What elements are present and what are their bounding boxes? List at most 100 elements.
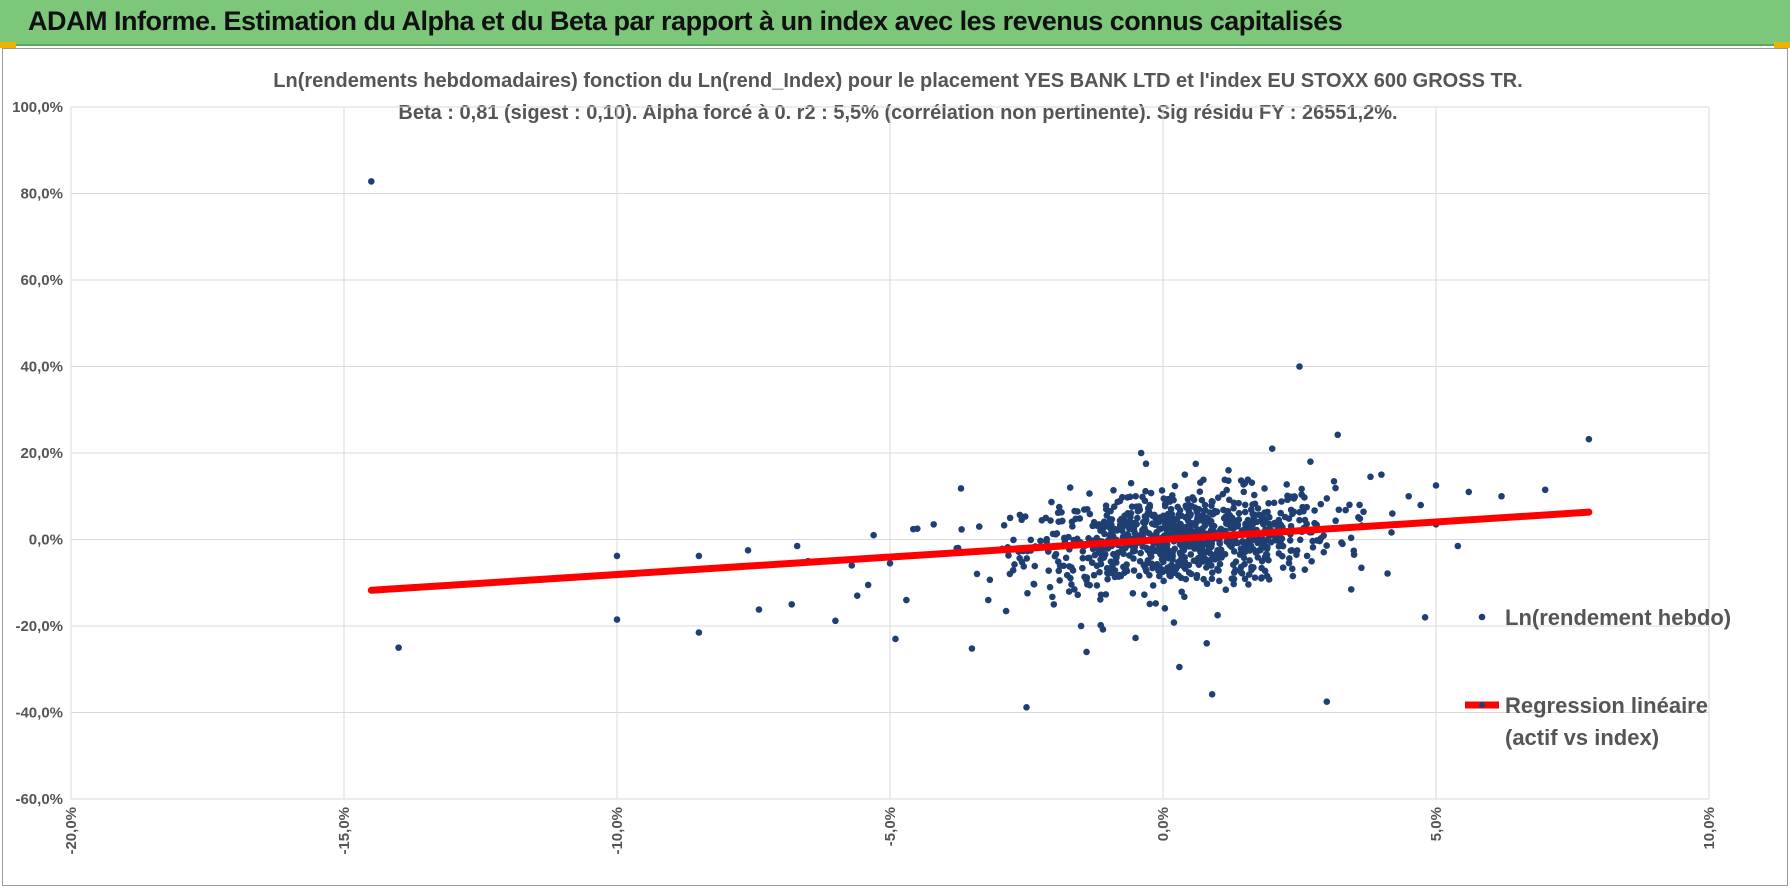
data-point [1124, 494, 1131, 501]
data-point [1097, 556, 1104, 563]
y-tick-label: 0,0% [29, 532, 63, 549]
data-point [1201, 501, 1209, 509]
data-point [1066, 484, 1074, 491]
data-point [1195, 561, 1203, 568]
data-point [1056, 577, 1063, 584]
data-point [1107, 558, 1115, 565]
data-point [1277, 509, 1284, 517]
data-point [864, 581, 872, 589]
data-point [613, 616, 621, 623]
data-point [1102, 591, 1110, 598]
data-point [1225, 477, 1232, 485]
data-point [1152, 547, 1160, 555]
data-point [1205, 561, 1212, 568]
data-point [1215, 577, 1223, 585]
data-point [1541, 486, 1549, 494]
data-point [1020, 563, 1028, 570]
data-point [984, 596, 992, 604]
data-point [1245, 571, 1253, 578]
data-point [1227, 519, 1235, 527]
data-point [986, 576, 994, 584]
scatter-chart: Ln(rendements hebdomadaires) fonction du… [12, 70, 1731, 855]
data-point [1054, 509, 1062, 517]
data-point [1197, 549, 1204, 556]
data-point [1250, 491, 1258, 499]
data-point [1405, 492, 1412, 500]
data-point [1230, 504, 1237, 512]
data-point [1258, 564, 1265, 572]
data-point [1077, 622, 1085, 630]
data-point [1213, 508, 1220, 516]
data-point [1198, 496, 1206, 504]
data-point [1323, 698, 1331, 705]
data-point [1110, 486, 1117, 494]
data-point [1279, 564, 1287, 571]
data-point [744, 547, 752, 554]
data-point [1214, 611, 1221, 619]
data-point [1388, 529, 1395, 536]
data-point [1316, 537, 1323, 545]
data-point [1421, 614, 1429, 621]
data-point [1167, 572, 1174, 580]
data-point [1230, 548, 1238, 555]
data-point [1127, 514, 1134, 521]
data-point [1219, 490, 1227, 498]
data-point [1167, 505, 1175, 513]
data-point [1104, 569, 1111, 576]
data-point [1093, 562, 1101, 570]
data-point [1115, 571, 1123, 579]
grid [70, 106, 1710, 800]
chart-frame: Ln(rendements hebdomadaires) fonction du… [2, 48, 1788, 886]
data-point [1214, 494, 1222, 501]
data-point [1097, 596, 1104, 603]
data-point [1208, 575, 1216, 583]
data-point [1240, 554, 1248, 562]
data-point [1083, 576, 1090, 584]
data-point [1194, 510, 1202, 518]
data-point [1247, 542, 1255, 550]
data-point [1153, 560, 1161, 568]
data-point [1332, 484, 1339, 492]
legend-marker-regression-point [1479, 702, 1485, 708]
y-tick-label: -20,0% [15, 618, 63, 635]
data-point [695, 552, 703, 560]
data-point [1024, 589, 1031, 597]
data-point [1031, 562, 1039, 570]
data-point [1277, 534, 1284, 541]
data-point [1201, 507, 1209, 514]
data-point [1097, 621, 1105, 629]
data-point [1262, 519, 1270, 526]
data-point [1222, 513, 1230, 520]
data-point [1252, 536, 1259, 544]
data-point [975, 523, 983, 530]
data-point [1230, 499, 1238, 507]
data-point [1090, 518, 1098, 526]
data-point [1230, 575, 1238, 583]
data-point [1016, 554, 1023, 562]
x-tick-label: 10,0% [1701, 807, 1718, 850]
data-point [1232, 566, 1239, 574]
data-point [1240, 488, 1248, 496]
data-point [1303, 552, 1311, 560]
data-point [1142, 460, 1150, 468]
chart-title-line1: Ln(rendements hebdomadaires) fonction du… [273, 70, 1522, 92]
data-point [1167, 561, 1175, 569]
data-point [1339, 540, 1346, 548]
data-point [1283, 481, 1291, 488]
data-point [1498, 492, 1505, 500]
data-point [1241, 508, 1249, 516]
data-point [1177, 520, 1184, 528]
data-point [1298, 485, 1305, 493]
data-point [1068, 581, 1075, 588]
data-point [613, 552, 621, 560]
x-tick-label: -15,0% [336, 807, 353, 855]
data-point [892, 635, 899, 643]
data-point [1301, 566, 1309, 573]
data-point [1062, 554, 1070, 562]
data-point [1045, 567, 1052, 574]
data-point [1156, 518, 1163, 525]
data-point [909, 525, 917, 533]
data-point [1241, 575, 1249, 583]
data-point [1250, 564, 1257, 571]
data-point [1201, 554, 1208, 562]
